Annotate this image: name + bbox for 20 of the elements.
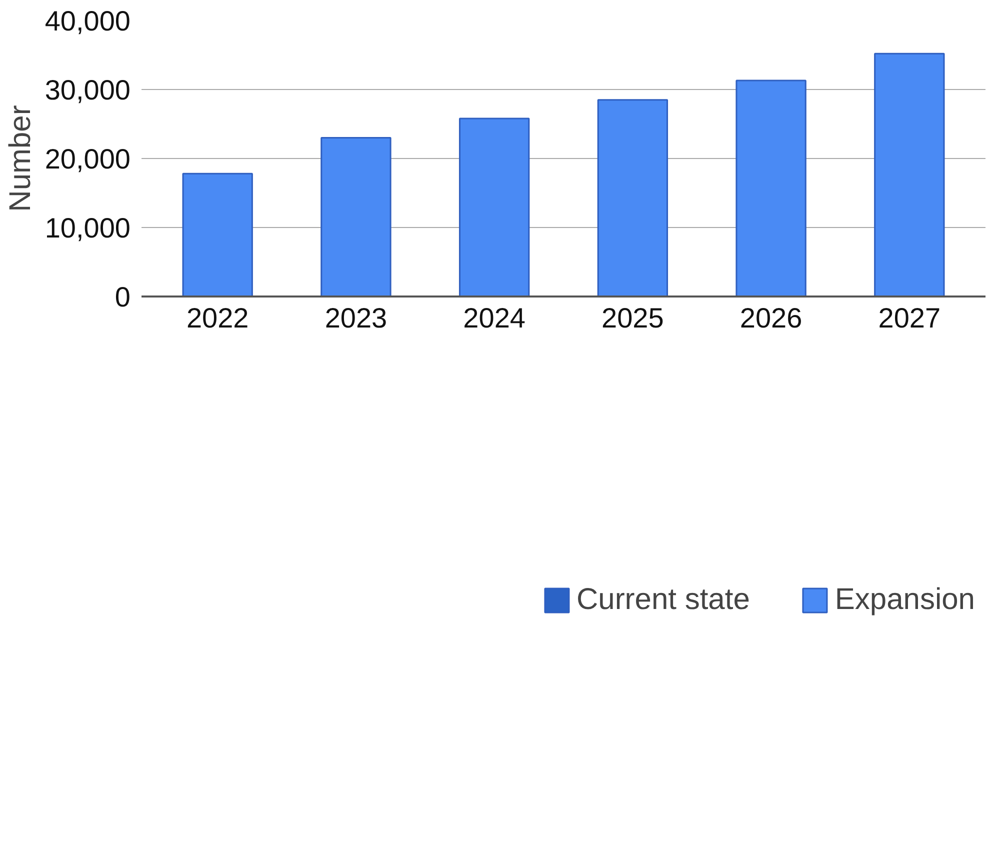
y-tick-label: 20,000 (44, 144, 130, 174)
bar (874, 52, 945, 296)
x-tick-label: 2022 (186, 302, 249, 334)
bar (320, 137, 392, 296)
y-tick-label: 0 (114, 282, 131, 312)
x-tick-label: 2024 (463, 302, 526, 334)
bar (736, 80, 806, 296)
y-axis-title: Number (4, 105, 37, 212)
bar (458, 118, 530, 296)
y-tick-label: 10,000 (44, 212, 130, 244)
bar (597, 99, 668, 296)
y-tick-label: 30,000 (44, 74, 130, 106)
x-tick-label: 2023 (324, 302, 388, 334)
y-tick-label: 40,000 (44, 6, 130, 36)
x-tick-label: 2026 (740, 302, 802, 334)
bar (182, 172, 253, 296)
legend-label: Expansion (834, 583, 975, 617)
x-tick-label: 2027 (878, 302, 941, 334)
x-tick-label: 2025 (602, 302, 664, 334)
legend-label: Current state (576, 583, 750, 617)
